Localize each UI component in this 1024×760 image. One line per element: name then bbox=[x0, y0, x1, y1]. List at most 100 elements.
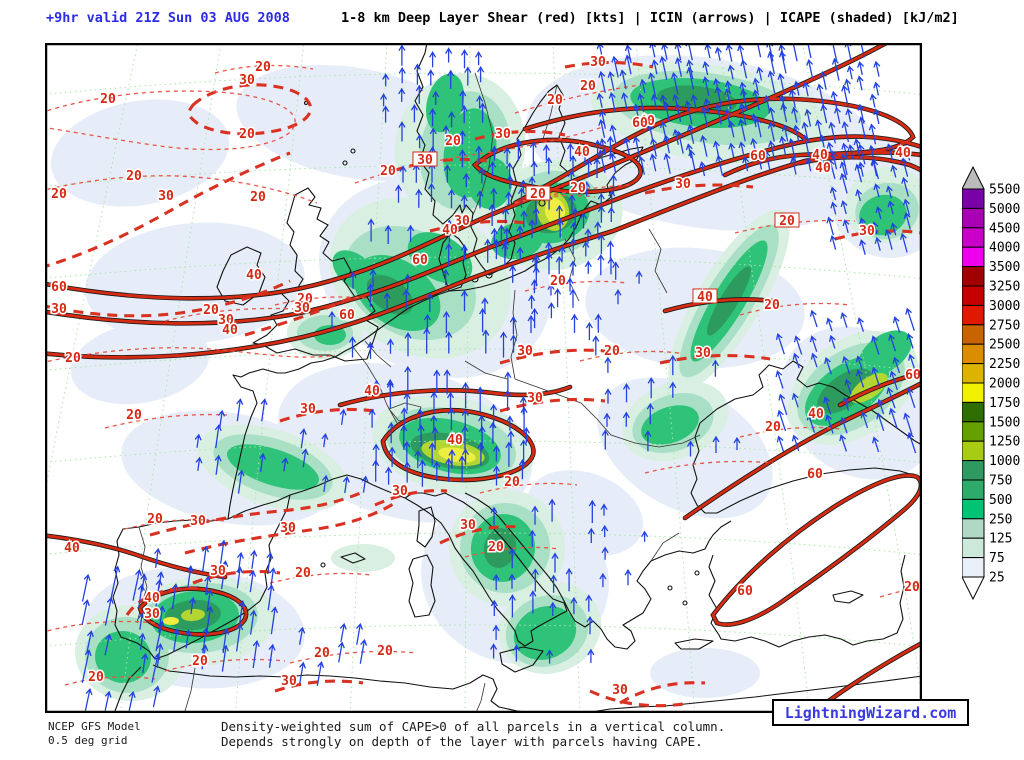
svg-text:40: 40 bbox=[246, 268, 262, 283]
svg-text:4000: 4000 bbox=[989, 241, 1020, 256]
svg-text:20: 20 bbox=[295, 566, 311, 581]
svg-text:20: 20 bbox=[530, 187, 546, 202]
icin-arrows bbox=[81, 43, 917, 711]
svg-text:20: 20 bbox=[51, 187, 67, 202]
svg-text:20: 20 bbox=[126, 169, 142, 184]
svg-text:30: 30 bbox=[590, 55, 606, 70]
icape-colorbar-legend: 5500 5000 4500 4000 3500 3250 3000 2750 2500 2250… bbox=[962, 165, 1020, 601]
svg-text:2500: 2500 bbox=[989, 338, 1020, 353]
svg-text:30: 30 bbox=[190, 514, 206, 529]
svg-text:30: 30 bbox=[859, 224, 875, 239]
graticule-grid bbox=[45, 43, 922, 713]
svg-text:75: 75 bbox=[989, 551, 1005, 566]
svg-text:3000: 3000 bbox=[989, 299, 1020, 314]
svg-text:1250: 1250 bbox=[989, 435, 1020, 450]
svg-text:30: 30 bbox=[417, 153, 433, 168]
svg-text:20: 20 bbox=[765, 420, 781, 435]
watermark-text: LightningWizard.com bbox=[784, 703, 957, 722]
svg-text:1000: 1000 bbox=[989, 454, 1020, 469]
svg-text:20: 20 bbox=[779, 214, 795, 229]
svg-text:1500: 1500 bbox=[989, 415, 1020, 430]
svg-text:20: 20 bbox=[126, 408, 142, 423]
svg-text:60: 60 bbox=[807, 467, 823, 482]
svg-text:40: 40 bbox=[144, 591, 160, 606]
svg-text:40: 40 bbox=[447, 433, 463, 448]
svg-text:30: 30 bbox=[675, 177, 691, 192]
svg-text:40: 40 bbox=[442, 223, 458, 238]
svg-text:125: 125 bbox=[989, 532, 1012, 547]
svg-text:30: 30 bbox=[527, 391, 543, 406]
svg-text:2000: 2000 bbox=[989, 377, 1020, 392]
svg-text:500: 500 bbox=[989, 493, 1012, 508]
svg-text:250: 250 bbox=[989, 512, 1012, 527]
svg-text:2750: 2750 bbox=[989, 318, 1020, 333]
svg-text:40: 40 bbox=[574, 145, 590, 160]
svg-text:30: 30 bbox=[280, 521, 296, 536]
svg-text:3500: 3500 bbox=[989, 260, 1020, 275]
svg-text:20: 20 bbox=[380, 164, 396, 179]
svg-text:20: 20 bbox=[239, 127, 255, 142]
svg-text:30: 30 bbox=[392, 484, 408, 499]
svg-text:40: 40 bbox=[639, 114, 655, 129]
svg-text:20: 20 bbox=[147, 512, 163, 527]
svg-text:30: 30 bbox=[460, 518, 476, 533]
svg-text:60: 60 bbox=[632, 116, 648, 131]
svg-text:30: 30 bbox=[158, 189, 174, 204]
svg-text:20: 20 bbox=[250, 190, 266, 205]
svg-text:30: 30 bbox=[51, 302, 67, 317]
svg-text:20: 20 bbox=[88, 670, 104, 685]
svg-text:20: 20 bbox=[504, 475, 520, 490]
svg-text:30: 30 bbox=[144, 607, 160, 622]
svg-text:60: 60 bbox=[737, 584, 753, 599]
contour-labels: 20 20 20 20 20 20 20 20 20 20 20 20 20 20 20 20 20 20 20 20… bbox=[50, 54, 922, 700]
model-info: NCEP GFS Model 0.5 deg grid bbox=[48, 720, 141, 747]
svg-text:20: 20 bbox=[192, 654, 208, 669]
map-border bbox=[45, 43, 922, 713]
svg-text:40: 40 bbox=[697, 290, 713, 305]
svg-text:20: 20 bbox=[488, 540, 504, 555]
svg-text:20: 20 bbox=[203, 303, 219, 318]
caption-text: Density-weighted sum of CAPE>0 of all pa… bbox=[221, 719, 726, 749]
weather-map: 20 20 20 20 20 20 20 20 20 20 20 20 20 20 20 20 20 20 20 20… bbox=[45, 43, 922, 713]
svg-text:40: 40 bbox=[364, 384, 380, 399]
svg-text:25: 25 bbox=[989, 571, 1005, 586]
svg-text:30: 30 bbox=[695, 346, 711, 361]
svg-text:30: 30 bbox=[218, 313, 234, 328]
svg-text:4500: 4500 bbox=[989, 221, 1020, 236]
svg-text:60: 60 bbox=[750, 149, 766, 164]
svg-text:30: 30 bbox=[239, 73, 255, 88]
map-canvas: 20 20 20 20 20 20 20 20 20 20 20 20 20 20 20 20 20 20 20 20… bbox=[45, 43, 922, 713]
svg-text:20: 20 bbox=[570, 181, 586, 196]
svg-text:20: 20 bbox=[445, 134, 461, 149]
svg-text:60: 60 bbox=[51, 280, 67, 295]
svg-text:60: 60 bbox=[412, 253, 428, 268]
svg-text:20: 20 bbox=[314, 646, 330, 661]
svg-text:30: 30 bbox=[495, 127, 511, 142]
map-title: 1-8 km Deep Layer Shear (red) [kts] | IC… bbox=[341, 10, 959, 26]
svg-text:60: 60 bbox=[339, 308, 355, 323]
svg-text:40: 40 bbox=[895, 146, 911, 161]
svg-text:40: 40 bbox=[815, 161, 831, 176]
svg-text:30: 30 bbox=[210, 564, 226, 579]
svg-text:40: 40 bbox=[64, 541, 80, 556]
svg-text:20: 20 bbox=[580, 79, 596, 94]
svg-text:20: 20 bbox=[100, 92, 116, 107]
svg-text:30: 30 bbox=[454, 214, 470, 229]
svg-text:30: 30 bbox=[281, 674, 297, 689]
svg-text:30: 30 bbox=[612, 683, 628, 698]
svg-text:20: 20 bbox=[904, 580, 920, 595]
watermark-link[interactable]: LightningWizard.com bbox=[772, 699, 969, 726]
svg-text:40: 40 bbox=[812, 148, 828, 163]
svg-text:3250: 3250 bbox=[989, 280, 1020, 295]
svg-text:30: 30 bbox=[300, 402, 316, 417]
svg-text:2250: 2250 bbox=[989, 357, 1020, 372]
svg-text:20: 20 bbox=[550, 274, 566, 289]
svg-text:20: 20 bbox=[255, 60, 271, 75]
svg-text:20: 20 bbox=[547, 93, 563, 108]
svg-text:1750: 1750 bbox=[989, 396, 1020, 411]
svg-text:750: 750 bbox=[989, 474, 1012, 489]
forecast-valid-time: +9hr valid 21Z Sun 03 AUG 2008 bbox=[46, 10, 290, 26]
svg-text:60: 60 bbox=[905, 368, 921, 383]
svg-text:30: 30 bbox=[517, 344, 533, 359]
